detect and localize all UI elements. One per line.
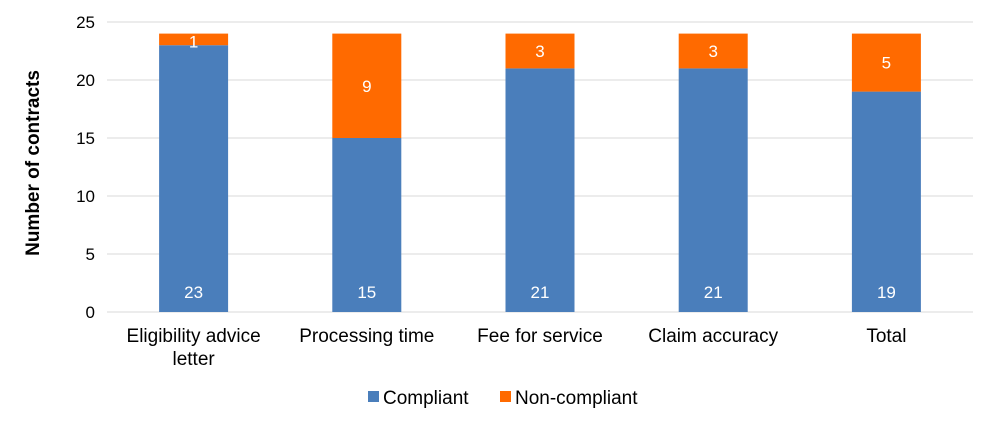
legend-swatch-compliant — [368, 391, 379, 402]
bar-compliant — [332, 138, 402, 312]
legend-swatch-non-compliant — [500, 391, 511, 402]
bars — [159, 33, 921, 313]
data-labels: 23 1 15 9 21 3 21 3 19 5 — [184, 33, 896, 302]
bar-non-compliant — [505, 33, 575, 69]
y-tick-label: 10 — [76, 187, 95, 206]
data-label: 1 — [189, 33, 198, 52]
data-label: 3 — [535, 42, 544, 61]
bar-non-compliant — [159, 33, 229, 46]
bar-compliant — [505, 68, 575, 313]
data-label: 23 — [184, 283, 203, 302]
bar-compliant — [851, 91, 921, 312]
y-tick-label: 5 — [86, 245, 95, 264]
legend: Compliant Non-compliant — [368, 388, 638, 409]
data-label: 3 — [708, 42, 717, 61]
y-tick-label: 0 — [86, 303, 95, 322]
y-axis-ticks: 0 5 10 15 20 25 — [76, 13, 95, 322]
data-label: 5 — [882, 54, 891, 73]
y-tick-label: 25 — [76, 13, 95, 32]
legend-label: Non-compliant — [515, 388, 638, 409]
y-tick-label: 15 — [76, 129, 95, 148]
data-label: 21 — [704, 283, 723, 302]
bar-non-compliant — [678, 33, 748, 69]
x-category-label: Total — [866, 326, 906, 347]
bar-non-compliant — [332, 33, 402, 138]
bar-compliant — [678, 68, 748, 313]
legend-label: Compliant — [383, 388, 469, 409]
x-category-label: Fee for service — [477, 326, 603, 347]
data-label: 9 — [362, 77, 371, 96]
x-category-label: letter — [172, 349, 215, 370]
x-category-label: Claim accuracy — [648, 326, 778, 347]
data-label: 21 — [531, 283, 550, 302]
y-axis-label: Number of contracts — [23, 70, 44, 256]
bar-non-compliant — [851, 33, 921, 92]
x-category-label: Eligibility advice — [127, 326, 261, 347]
x-category-label: Processing time — [299, 326, 434, 347]
data-label: 19 — [877, 283, 896, 302]
y-tick-label: 20 — [76, 71, 95, 90]
bar-compliant — [159, 45, 229, 312]
data-label: 15 — [357, 283, 376, 302]
